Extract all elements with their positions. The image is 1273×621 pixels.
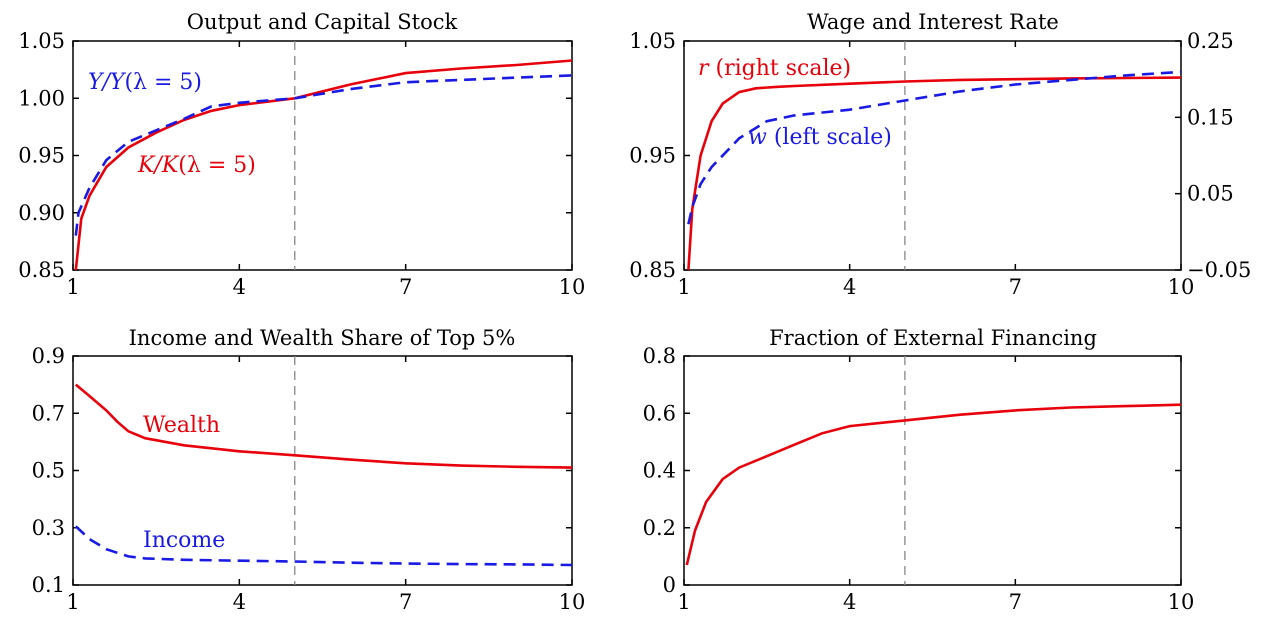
axis-ticks: 1 4 7 10 0.1 0.3 0.5 0.7 0.9: [32, 344, 586, 614]
series-lines: [685, 356, 1182, 585]
annotation-main: w: [748, 125, 767, 150]
y-tick-label: 0: [663, 573, 676, 597]
panel-title: Wage and Interest Rate: [807, 10, 1059, 34]
annotation-y-over-y: Y/Y(λ = 5): [88, 70, 202, 95]
x-tick-label: 10: [1168, 275, 1195, 299]
y-tick-label: 0.6: [643, 401, 676, 425]
y-right-tick-label: 0.25: [1187, 29, 1234, 53]
y-tick-label: 1.05: [18, 29, 65, 53]
series-lines: [687, 41, 1182, 271]
x-tick-label: 1: [66, 590, 79, 614]
annotation-wealth: Wealth: [143, 413, 220, 438]
series-line: [687, 70, 1182, 225]
y-right-tick-label: 0.15: [1187, 105, 1234, 129]
axis-ticks: 1 4 7 10 0 0.2 0.4 0.6 0.8: [643, 344, 1195, 614]
annotation-k-over-k: K/K(λ = 5): [137, 153, 256, 178]
axis-ticks: 1 4 7 10 0.85 0.90 0.95 1.00 1.05: [18, 29, 585, 299]
y-tick-label: 0.85: [18, 258, 65, 282]
annotation-suffix: (right scale): [709, 56, 852, 81]
y-tick-label: 0.95: [629, 144, 676, 168]
panel-title: Output and Capital Stock: [187, 10, 458, 34]
annotation-suffix: (λ = 5): [178, 153, 256, 178]
y-tick-label: 0.9: [32, 344, 65, 368]
y-tick-label: 0.5: [32, 459, 65, 483]
x-tick-label: 1: [66, 275, 79, 299]
x-tick-label: 4: [233, 275, 246, 299]
x-tick-label: 10: [559, 590, 586, 614]
y-tick-label: 0.1: [32, 573, 65, 597]
annotation-w: w (left scale): [748, 125, 892, 150]
annotation-suffix: (λ = 5): [124, 70, 202, 95]
annotation-main: K/K: [137, 153, 180, 178]
annotation-r: r (right scale): [698, 56, 851, 81]
series-line: [685, 403, 1182, 566]
annotation-suffix: (left scale): [767, 125, 892, 150]
x-tick-label: 10: [559, 275, 586, 299]
series-line: [74, 74, 573, 236]
panel-output-capital: Output and Capital Stock 1 4 7 10 0.85 0.90 0.…: [18, 10, 585, 299]
y-tick-label: 0.85: [629, 258, 676, 282]
y-tick-label: 1.00: [18, 86, 65, 110]
y-tick-label: 0.95: [18, 144, 65, 168]
annotation-main: Y/Y: [88, 70, 127, 95]
y-tick-label: 0.8: [643, 344, 676, 368]
x-tick-label: 7: [1009, 275, 1022, 299]
panel-external-financing: Fraction of External Financing 1 4 7 10 0 0.2…: [643, 326, 1195, 614]
x-tick-label: 4: [843, 590, 856, 614]
x-tick-label: 10: [1168, 590, 1195, 614]
axis-ticks: 1 4 7 10 0.85 0.95 1.05 −0.05 0.05 0.15 0.25: [629, 29, 1251, 299]
series-line: [74, 383, 573, 469]
x-tick-label: 7: [1009, 590, 1022, 614]
y-right-tick-label: 0.05: [1187, 182, 1234, 206]
series-line: [74, 525, 573, 567]
plot-frame: [683, 355, 1182, 586]
y-tick-label: 0.4: [643, 459, 676, 483]
x-tick-label: 1: [677, 590, 690, 614]
x-tick-label: 7: [399, 275, 412, 299]
y-tick-label: 1.05: [629, 29, 676, 53]
series-lines: [74, 41, 573, 271]
y-right-tick-label: −0.05: [1187, 258, 1251, 282]
series-line: [687, 76, 1182, 271]
annotation-main: r: [698, 56, 710, 81]
annotation-income: Income: [143, 528, 225, 553]
y-tick-label: 0.3: [32, 516, 65, 540]
x-tick-label: 4: [233, 590, 246, 614]
x-tick-label: 4: [843, 275, 856, 299]
y-tick-label: 0.7: [32, 401, 65, 425]
x-tick-label: 1: [677, 275, 690, 299]
panel-title: Income and Wealth Share of Top 5%: [129, 326, 516, 350]
panel-title: Fraction of External Financing: [769, 326, 1097, 350]
panel-wage-interest: Wage and Interest Rate 1 4 7 10 0.85 0.95 1.05…: [629, 10, 1251, 299]
x-tick-label: 7: [399, 590, 412, 614]
y-tick-label: 0.2: [643, 516, 676, 540]
y-tick-label: 0.90: [18, 201, 65, 225]
series-lines: [74, 356, 573, 585]
panel-top5-shares: Income and Wealth Share of Top 5% 1 4 7 10 0…: [32, 326, 586, 614]
series-line: [74, 59, 573, 271]
